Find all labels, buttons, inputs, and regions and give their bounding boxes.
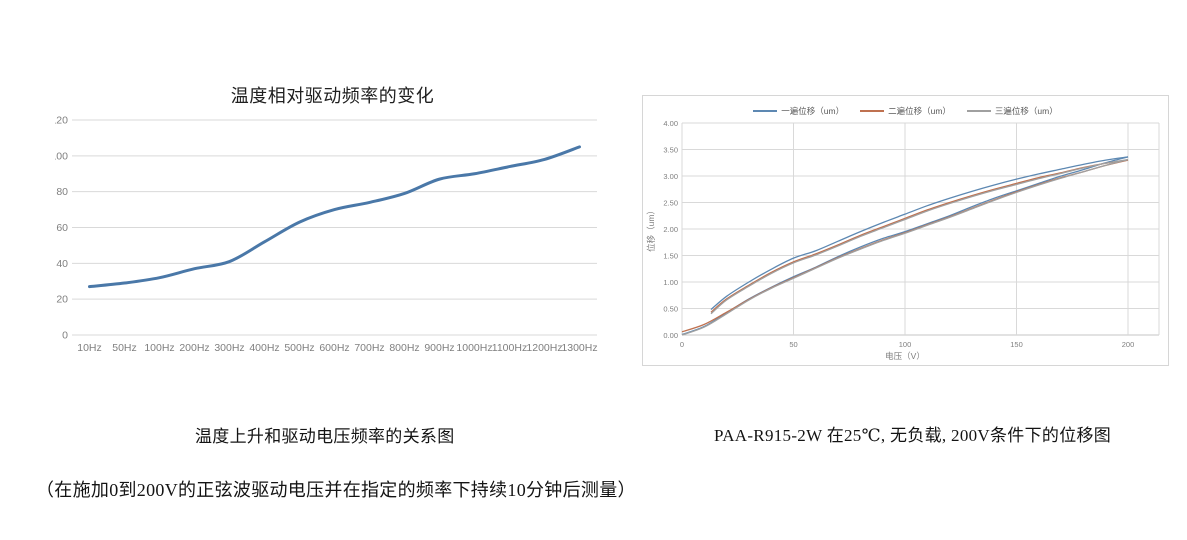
legend-line-swatch [860,110,885,112]
left-ytick: 80 [56,186,68,198]
right-chart-svg: 0.00 0.50 1.00 1.50 2.00 2.50 3.00 3.50 4.00 0 50 1… [646,119,1160,361]
right-xtick: 150 [1010,340,1023,349]
legend-item-3: 三遍位移（um） [966,105,1058,117]
legend-label: 二遍位移（um） [888,106,951,116]
right-chart-legend: 一遍位移（um） 二遍位移（um） 三遍位移（um） [643,105,1168,117]
left-xtick: 1200Hz [526,342,562,354]
legend-label: 一遍位移（um） [781,106,845,116]
left-ytick: 60 [56,222,68,234]
left-ytick: 120 [55,115,68,127]
right-xaxis-title: 电压（V） [885,351,925,361]
left-ytick: 0 [62,330,68,342]
right-xtick: 0 [680,340,684,349]
left-xtick: 50Hz [112,342,137,354]
legend-item-1: 一遍位移（um） [753,105,844,117]
right-ytick: 3.00 [663,172,678,181]
left-ytick: 20 [56,294,68,306]
left-chart-title: 温度相对驱动频率的变化 [230,86,435,106]
left-xtick: 300Hz [214,342,244,354]
right-ytick: 0.00 [663,331,678,340]
legend-item-2: 二遍位移（um） [860,105,951,117]
left-xtick: 900Hz [424,342,454,354]
left-chart-svg: 0 20 40 60 80 100 120 10Hz 50Hz 100Hz 200Hz 300Hz 40… [55,115,598,355]
right-ytick: 2.50 [663,198,678,207]
right-xtick: 200 [1122,340,1135,349]
right-ytick: 3.50 [663,145,678,154]
left-chart-caption: 温度上升和驱动电压频率的关系图 [195,427,455,446]
left-xtick: 800Hz [389,342,419,354]
legend-label: 三遍位移（um） [994,106,1058,116]
right-series-1-down [710,156,1129,311]
left-xtick: 400Hz [249,342,279,354]
left-xtick: 1000Hz [456,342,492,354]
right-xtick: 100 [899,340,912,349]
left-xtick: 200Hz [179,342,209,354]
left-series-line [88,145,581,289]
left-xtick: 700Hz [354,342,384,354]
left-grid [72,119,597,336]
right-series-2-down [710,159,1129,313]
right-xtick: 50 [789,340,797,349]
left-ytick: 100 [55,150,68,162]
right-ytick: 4.00 [663,119,678,128]
right-yaxis-title: 位移（um） [646,206,656,252]
left-xtick: 500Hz [284,342,314,354]
left-xtick: 1100Hz [492,342,527,354]
left-xtick: 600Hz [319,342,349,354]
measurement-note: （在施加0到200V的正弦波驱动电压并在指定的频率下持续10分钟后测量） [36,480,636,500]
left-xtick: 1300Hz [561,342,597,354]
legend-line-swatch [753,110,778,112]
right-ytick: 1.00 [663,278,678,287]
left-xtick: 10Hz [77,342,102,354]
right-chart-caption: PAA-R915-2W 在25℃, 无负载, 200V条件下的位移图 [714,426,1112,445]
right-ytick: 1.50 [663,251,678,260]
legend-line-swatch [966,110,991,112]
right-grid [681,122,1160,336]
right-series-3-down [710,158,1129,315]
right-ytick: 2.00 [663,225,678,234]
right-ytick: 0.50 [663,304,678,313]
right-series-3-up [681,158,1129,336]
left-ytick: 40 [56,258,68,270]
left-xtick: 100Hz [144,342,174,354]
right-chart-panel: 一遍位移（um） 二遍位移（um） 三遍位移（um） 0.00 0.50 1.00 1.5… [642,95,1169,366]
